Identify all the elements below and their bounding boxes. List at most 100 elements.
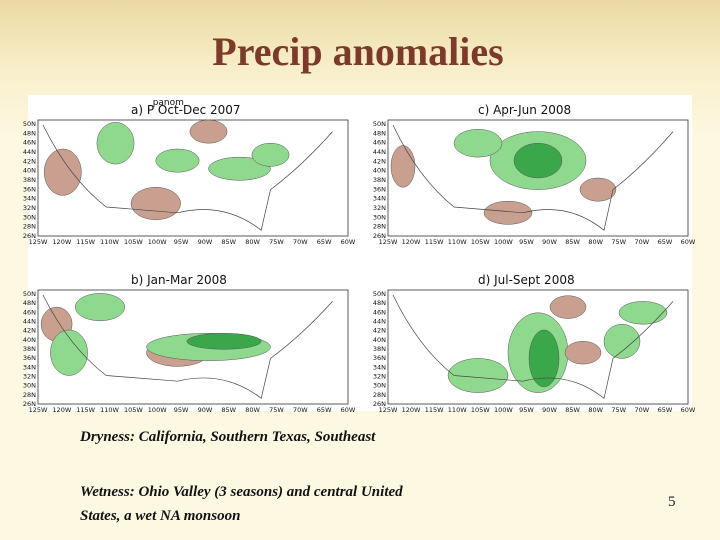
latitude-label: 32N	[23, 373, 36, 381]
longitude-label: 85W	[565, 238, 580, 246]
latitude-label: 38N	[23, 345, 36, 353]
latitude-label: 44N	[373, 318, 386, 326]
longitude-label: 125W	[29, 238, 48, 246]
map-title: b) Jan-Mar 2008	[131, 273, 227, 287]
longitude-label: 70W	[634, 406, 649, 414]
latitude-label: 42N	[23, 327, 36, 335]
latitude-label: 48N	[373, 129, 386, 137]
latitude-label: 46N	[373, 308, 386, 316]
latitude-label: 50N	[23, 290, 36, 298]
longitude-label: 95W	[519, 406, 534, 414]
latitude-label: 26N	[23, 232, 36, 240]
longitude-label: 70W	[293, 406, 308, 414]
latitude-label: 26N	[23, 400, 36, 408]
latitude-label: 34N	[23, 195, 36, 203]
longitude-label: 80W	[245, 238, 260, 246]
anomaly-area	[186, 333, 262, 350]
longitude-label: 105W	[471, 238, 490, 246]
longitude-label: 120W	[52, 406, 71, 414]
latitude-label: 28N	[23, 223, 36, 231]
latitude-label: 28N	[23, 391, 36, 399]
slide-title: Precip anomalies	[212, 29, 504, 74]
latitude-label: 32N	[373, 204, 386, 212]
coastline	[392, 294, 674, 399]
latitude-label: 34N	[373, 195, 386, 203]
longitude-label: 65W	[658, 406, 673, 414]
anomaly-area	[528, 329, 560, 388]
anomaly-area	[130, 187, 181, 221]
longitude-label: 85W	[221, 406, 236, 414]
anomaly-area	[453, 129, 503, 158]
latitude-label: 40N	[373, 336, 386, 344]
latitude-label: 28N	[373, 391, 386, 399]
latitude-label: 48N	[23, 129, 36, 137]
longitude-label: 120W	[402, 406, 421, 414]
longitude-label: 120W	[52, 238, 71, 246]
latitude-label: 42N	[373, 327, 386, 335]
longitude-label: 100W	[494, 238, 513, 246]
longitude-label: 100W	[148, 406, 167, 414]
latitude-label: 42N	[23, 157, 36, 165]
anomaly-area	[50, 329, 88, 376]
latitude-label: 42N	[373, 157, 386, 165]
anomaly-area	[603, 323, 641, 359]
longitude-label: 75W	[269, 406, 284, 414]
latitude-label: 38N	[373, 176, 386, 184]
longitude-label: 95W	[519, 238, 534, 246]
coastline	[392, 124, 674, 231]
latitude-label: 44N	[23, 318, 36, 326]
longitude-label: 125W	[29, 406, 48, 414]
anomaly-area	[564, 341, 602, 365]
anomaly-area	[390, 145, 416, 188]
longitude-label: 110W	[448, 238, 467, 246]
latitude-label: 38N	[373, 345, 386, 353]
anomaly-area	[208, 156, 271, 181]
latitude-label: 50N	[23, 120, 36, 128]
longitude-label: 80W	[588, 406, 603, 414]
longitude-label: 115W	[425, 406, 444, 414]
latitude-label: 34N	[23, 363, 36, 371]
coastline	[42, 124, 333, 231]
longitude-label: 100W	[148, 238, 167, 246]
latitude-label: 32N	[373, 373, 386, 381]
map-title: d) Jul-Sept 2008	[478, 273, 575, 287]
latitude-label: 40N	[23, 336, 36, 344]
longitude-label: 65W	[317, 406, 332, 414]
latitude-label: 44N	[23, 148, 36, 156]
map-title: c) Apr-Jun 2008	[478, 103, 571, 117]
latitude-label: 30N	[23, 382, 36, 390]
latitude-label: 34N	[373, 363, 386, 371]
anomaly-area	[513, 142, 563, 179]
note: Wetness: Ohio Valley (3 seasons) and cen…	[80, 484, 403, 524]
map-label: panom	[153, 98, 184, 108]
coastline	[42, 294, 333, 399]
latitude-label: 44N	[373, 148, 386, 156]
anomaly-area	[189, 119, 228, 144]
longitude-label: 65W	[658, 238, 673, 246]
longitude-label: 125W	[379, 238, 398, 246]
latitude-label: 36N	[23, 354, 36, 362]
latitude-label: 48N	[23, 299, 36, 307]
longitude-label: 60W	[681, 238, 696, 246]
map-frame	[37, 119, 349, 237]
longitude-label: 125W	[379, 406, 398, 414]
anomaly-area	[579, 177, 617, 202]
longitude-label: 110W	[100, 406, 119, 414]
latitude-label: 40N	[373, 167, 386, 175]
longitude-label: 115W	[76, 238, 95, 246]
longitude-label: 120W	[402, 238, 421, 246]
anomaly-area	[618, 301, 668, 325]
latitude-label: 32N	[23, 204, 36, 212]
note: Dryness: California, Southern Texas, Sou…	[80, 429, 376, 445]
latitude-label: 36N	[373, 185, 386, 193]
longitude-label: 60W	[681, 406, 696, 414]
longitude-label: 90W	[198, 238, 213, 246]
longitude-label: 70W	[293, 238, 308, 246]
longitude-label: 60W	[341, 406, 356, 414]
anomaly-area	[43, 148, 82, 196]
longitude-label: 60W	[341, 238, 356, 246]
latitude-label: 30N	[373, 382, 386, 390]
latitude-label: 40N	[23, 167, 36, 175]
latitude-label: 28N	[373, 223, 386, 231]
